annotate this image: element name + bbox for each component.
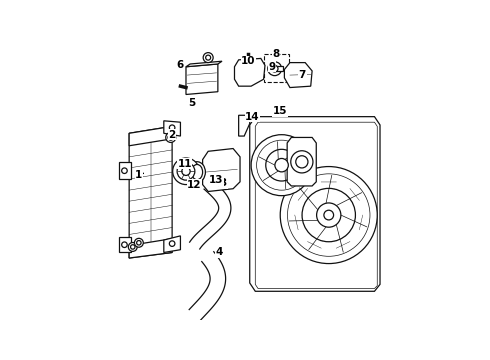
Polygon shape bbox=[119, 237, 130, 252]
Text: 12: 12 bbox=[187, 180, 201, 190]
Polygon shape bbox=[129, 126, 172, 146]
Text: 1: 1 bbox=[135, 170, 144, 180]
Circle shape bbox=[177, 162, 195, 180]
Circle shape bbox=[134, 238, 143, 247]
Circle shape bbox=[206, 55, 211, 60]
Circle shape bbox=[166, 132, 176, 143]
Circle shape bbox=[182, 167, 190, 175]
Ellipse shape bbox=[192, 165, 203, 180]
Circle shape bbox=[324, 210, 334, 220]
Circle shape bbox=[275, 158, 288, 172]
Text: 3: 3 bbox=[219, 178, 227, 188]
Polygon shape bbox=[129, 126, 172, 258]
Circle shape bbox=[288, 174, 370, 256]
Text: 10: 10 bbox=[241, 56, 256, 66]
Circle shape bbox=[268, 62, 282, 76]
Circle shape bbox=[128, 243, 137, 251]
Polygon shape bbox=[287, 138, 316, 186]
Text: 6: 6 bbox=[177, 60, 184, 70]
Text: 13: 13 bbox=[209, 175, 224, 185]
Circle shape bbox=[170, 241, 175, 246]
Circle shape bbox=[296, 156, 308, 168]
Circle shape bbox=[291, 151, 313, 173]
Polygon shape bbox=[235, 58, 265, 86]
Ellipse shape bbox=[189, 162, 205, 183]
Polygon shape bbox=[255, 122, 377, 288]
Circle shape bbox=[130, 245, 135, 249]
Text: 5: 5 bbox=[188, 98, 195, 108]
Polygon shape bbox=[186, 64, 218, 94]
Circle shape bbox=[170, 125, 175, 131]
Text: 4: 4 bbox=[216, 247, 223, 257]
Circle shape bbox=[257, 140, 307, 190]
Circle shape bbox=[168, 135, 173, 140]
Circle shape bbox=[172, 158, 199, 185]
Circle shape bbox=[280, 167, 377, 264]
Circle shape bbox=[122, 168, 127, 174]
Circle shape bbox=[266, 149, 297, 181]
Circle shape bbox=[317, 203, 341, 227]
Circle shape bbox=[302, 188, 355, 242]
Text: 15: 15 bbox=[273, 106, 288, 116]
Text: 8: 8 bbox=[272, 49, 280, 59]
Text: 11: 11 bbox=[177, 159, 192, 169]
Polygon shape bbox=[189, 252, 225, 320]
Circle shape bbox=[122, 242, 127, 247]
Polygon shape bbox=[129, 239, 172, 258]
Polygon shape bbox=[284, 63, 312, 87]
Circle shape bbox=[271, 66, 278, 72]
Polygon shape bbox=[186, 61, 222, 67]
Polygon shape bbox=[239, 115, 250, 136]
Polygon shape bbox=[164, 121, 180, 136]
Polygon shape bbox=[250, 117, 380, 291]
Text: 14: 14 bbox=[245, 112, 260, 122]
Polygon shape bbox=[203, 149, 240, 192]
Circle shape bbox=[203, 53, 213, 63]
Bar bbox=[265, 54, 290, 82]
Circle shape bbox=[251, 135, 312, 195]
Polygon shape bbox=[120, 162, 130, 179]
Text: 9: 9 bbox=[269, 62, 275, 72]
Text: 2: 2 bbox=[169, 130, 176, 140]
Bar bbox=[276, 66, 283, 71]
Polygon shape bbox=[190, 180, 231, 249]
Circle shape bbox=[137, 240, 141, 245]
Text: 7: 7 bbox=[299, 70, 306, 80]
Polygon shape bbox=[164, 236, 180, 252]
